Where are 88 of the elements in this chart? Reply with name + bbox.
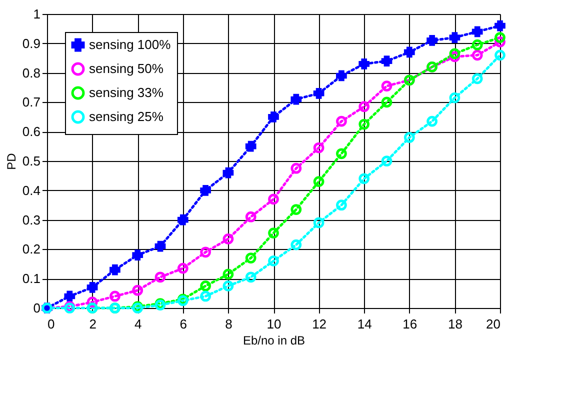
point (472, 50, 483, 61)
y-tick-label: 0.1 (22, 271, 40, 286)
point (313, 176, 324, 188)
legend-label: sensing 33% (89, 85, 164, 100)
point (245, 272, 256, 283)
point (404, 132, 415, 143)
point (358, 58, 370, 70)
point (381, 96, 392, 108)
point (449, 48, 460, 60)
point (245, 140, 256, 152)
point (472, 26, 483, 38)
point (336, 148, 347, 160)
y-tick-label: 0.8 (22, 65, 40, 80)
point (177, 214, 188, 226)
point (110, 290, 120, 302)
point (313, 142, 324, 154)
y-tick-label: 0.4 (22, 182, 40, 198)
point (132, 250, 144, 261)
legend-label: sensing 25% (89, 109, 164, 124)
x-tick-label: 0 (48, 316, 55, 332)
point (426, 116, 438, 127)
x-tick-label: 16 (402, 316, 418, 332)
point (132, 284, 144, 296)
point (381, 56, 392, 66)
point (200, 290, 211, 302)
point (222, 268, 234, 280)
point (358, 118, 370, 130)
y-tick-label: 0.7 (22, 94, 40, 110)
point (222, 233, 234, 244)
y-tick-label: 0.5 (22, 154, 40, 168)
point (154, 272, 166, 283)
point (426, 35, 438, 46)
point (449, 92, 460, 104)
point (268, 256, 279, 266)
point (245, 252, 256, 264)
point (222, 280, 234, 292)
point (290, 239, 302, 250)
point (381, 156, 392, 166)
point (336, 70, 347, 82)
point (381, 80, 392, 92)
y-tick-label: 0.6 (22, 124, 40, 140)
point (494, 20, 506, 32)
y-axis-title: PD (4, 152, 18, 170)
point (336, 116, 347, 127)
point (200, 184, 211, 196)
y-tick-label: 1 (33, 6, 40, 22)
x-axis-title: Eb/no in dB (242, 334, 306, 348)
y-tick-label: 0.2 (22, 242, 40, 257)
point (200, 280, 211, 292)
x-tick-label: 10 (266, 316, 282, 332)
y-tick-label: 0.9 (22, 36, 40, 51)
x-tick-label: 18 (448, 316, 462, 332)
point (313, 88, 324, 99)
point (110, 264, 120, 276)
point (86, 282, 98, 293)
point (358, 101, 370, 112)
point (336, 200, 347, 211)
x-tick-label: 4 (134, 316, 142, 332)
point (154, 240, 166, 252)
point (494, 50, 506, 61)
x-tick-label: 8 (225, 316, 232, 332)
x-tick-label: 2 (89, 316, 96, 332)
point (64, 290, 76, 302)
point (290, 162, 302, 174)
point (472, 73, 483, 84)
point (268, 194, 279, 205)
point (290, 94, 302, 105)
point (245, 211, 256, 222)
point (404, 46, 415, 58)
point (313, 217, 324, 228)
legend-label: sensing 50% (89, 61, 164, 76)
point (268, 228, 279, 238)
point (290, 204, 302, 215)
point (449, 32, 460, 43)
y-tick-label: 0.3 (22, 212, 40, 228)
point (177, 262, 188, 274)
point (222, 167, 234, 178)
legend-label: sensing 100% (89, 37, 172, 52)
point (472, 39, 483, 50)
point (268, 111, 279, 122)
x-tick-label: 14 (357, 316, 372, 332)
point (494, 32, 506, 43)
point (358, 173, 370, 184)
x-tick-label: 20 (486, 316, 500, 332)
y-tick-label: 0 (33, 300, 40, 316)
x-tick-label: 12 (312, 316, 327, 332)
point (200, 246, 211, 258)
x-tick-label: 6 (180, 316, 188, 332)
